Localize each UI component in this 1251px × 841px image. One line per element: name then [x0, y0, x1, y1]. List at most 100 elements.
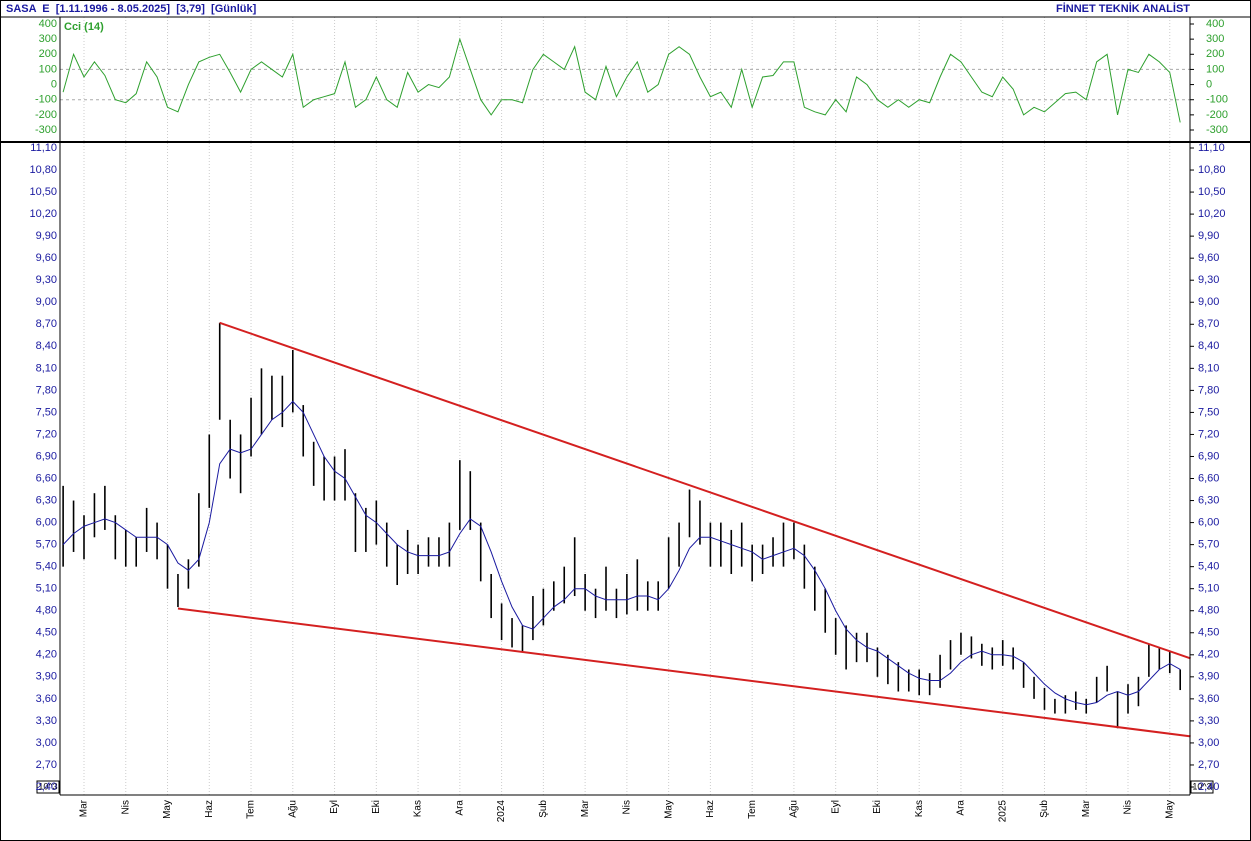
y-tick-label: 11,10 [30, 142, 57, 154]
x-tick-label: Kas [914, 800, 925, 817]
y-tick-label: 4,20 [36, 649, 57, 661]
y-tick-label: 2,40 [36, 781, 57, 793]
y-tick-label: 8,10 [1198, 362, 1219, 374]
y-tick-label: 10,20 [29, 208, 57, 220]
y-tick-label: -200 [1206, 109, 1228, 121]
x-tick-label: Ara [956, 800, 967, 816]
unit-label: 10^3 [38, 781, 57, 791]
x-tick-label: Şub [538, 800, 549, 818]
x-tick-label: Mar [1081, 799, 1092, 817]
y-tick-label: 6,90 [36, 450, 57, 462]
x-tick-label: Tem [246, 800, 257, 819]
y-tick-label: 2,40 [1198, 781, 1219, 793]
y-tick-label: 5,40 [1198, 561, 1219, 573]
y-tick-label: 5,70 [1198, 539, 1219, 551]
y-tick-label: 10,50 [1198, 186, 1226, 198]
y-tick-label: 5,10 [1198, 583, 1219, 595]
x-tick-label: 2025 [997, 800, 1008, 823]
y-tick-label: 4,50 [36, 627, 57, 639]
y-tick-label: 11,10 [1198, 142, 1225, 154]
y-tick-label: 3,00 [36, 737, 57, 749]
x-tick-label: May [663, 800, 674, 819]
y-tick-label: 10,20 [1198, 208, 1226, 220]
x-tick-label: Haz [204, 800, 215, 818]
y-tick-label: 300 [39, 33, 57, 45]
y-tick-label: -200 [35, 109, 57, 121]
y-tick-label: 9,90 [1198, 230, 1219, 242]
y-tick-label: 8,40 [1198, 340, 1219, 352]
x-tick-label: Eki [371, 800, 382, 814]
y-tick-label: 6,30 [1198, 494, 1219, 506]
x-tick-label: Eyl [830, 800, 841, 814]
y-tick-label: 3,00 [1198, 737, 1219, 749]
x-tick-label: Kas [413, 800, 424, 817]
y-tick-label: -100 [35, 94, 57, 106]
y-tick-label: 4,80 [36, 605, 57, 617]
y-tick-label: 4,20 [1198, 649, 1219, 661]
x-tick-label: Ara [454, 800, 465, 816]
y-tick-label: 6,00 [1198, 516, 1219, 528]
x-tick-label: Nis [1123, 800, 1134, 814]
x-tick-label: Mar [79, 799, 90, 817]
y-tick-label: 4,50 [1198, 627, 1219, 639]
y-tick-label: 0 [51, 78, 57, 90]
y-tick-label: 100 [1206, 63, 1224, 75]
x-tick-label: Eki [872, 800, 883, 814]
y-tick-label: 9,00 [1198, 296, 1219, 308]
x-tick-label: 2024 [496, 800, 507, 823]
y-tick-label: 9,90 [36, 230, 57, 242]
y-tick-label: 7,50 [1198, 406, 1219, 418]
y-tick-label: 10,50 [29, 186, 57, 198]
y-tick-label: 100 [39, 63, 57, 75]
y-tick-label: 3,30 [36, 715, 57, 727]
y-tick-label: -300 [35, 124, 57, 136]
y-tick-label: 9,60 [36, 252, 57, 264]
y-tick-label: 7,20 [1198, 428, 1219, 440]
x-tick-label: Şub [1039, 800, 1050, 818]
x-tick-label: Eyl [329, 800, 340, 814]
unit-label: 10^3 [1192, 781, 1211, 791]
y-tick-label: 3,60 [36, 693, 57, 705]
x-tick-label: Mar [580, 799, 591, 817]
y-tick-label: 3,90 [1198, 671, 1219, 683]
y-tick-label: 9,60 [1198, 252, 1219, 264]
y-tick-label: 7,20 [36, 428, 57, 440]
y-tick-label: 4,80 [1198, 605, 1219, 617]
y-tick-label: 7,80 [36, 384, 57, 396]
y-tick-label: -100 [1206, 94, 1228, 106]
y-tick-label: 400 [1206, 18, 1224, 30]
y-tick-label: 200 [1206, 48, 1224, 60]
x-tick-label: May [162, 800, 173, 819]
y-tick-label: 10,80 [1198, 164, 1226, 176]
y-tick-label: 2,70 [36, 759, 57, 771]
cci-line [62, 37, 1181, 123]
y-tick-label: 8,70 [36, 318, 57, 330]
x-tick-label: Haz [705, 800, 716, 818]
y-tick-label: 9,00 [36, 296, 57, 308]
y-tick-label: -300 [1206, 124, 1228, 136]
y-tick-label: 5,70 [36, 539, 57, 551]
y-tick-label: 5,10 [36, 583, 57, 595]
y-tick-label: 8,10 [36, 362, 57, 374]
y-tick-label: 6,30 [36, 494, 57, 506]
y-tick-label: 5,40 [36, 561, 57, 573]
y-tick-label: 9,30 [1198, 274, 1219, 286]
y-tick-label: 7,80 [1198, 384, 1219, 396]
y-tick-label: 0 [1206, 78, 1212, 90]
y-tick-label: 6,60 [36, 472, 57, 484]
y-tick-label: 3,30 [1198, 715, 1219, 727]
x-tick-label: Nis [120, 800, 131, 814]
trendline [177, 607, 1191, 738]
x-tick-label: Nis [622, 800, 633, 814]
chart-title: SASA E [1.11.1996 - 8.05.2025] [3,79] [G… [6, 3, 257, 15]
y-tick-label: 2,70 [1198, 759, 1219, 771]
y-tick-label: 8,70 [1198, 318, 1219, 330]
y-tick-label: 7,50 [36, 406, 57, 418]
y-tick-label: 3,90 [36, 671, 57, 683]
brand: FİNNET TEKNİK ANALİST [1056, 2, 1190, 15]
x-tick-label: May [1164, 800, 1175, 819]
y-tick-label: 6,60 [1198, 472, 1219, 484]
x-tick-label: Ağu [789, 800, 800, 818]
